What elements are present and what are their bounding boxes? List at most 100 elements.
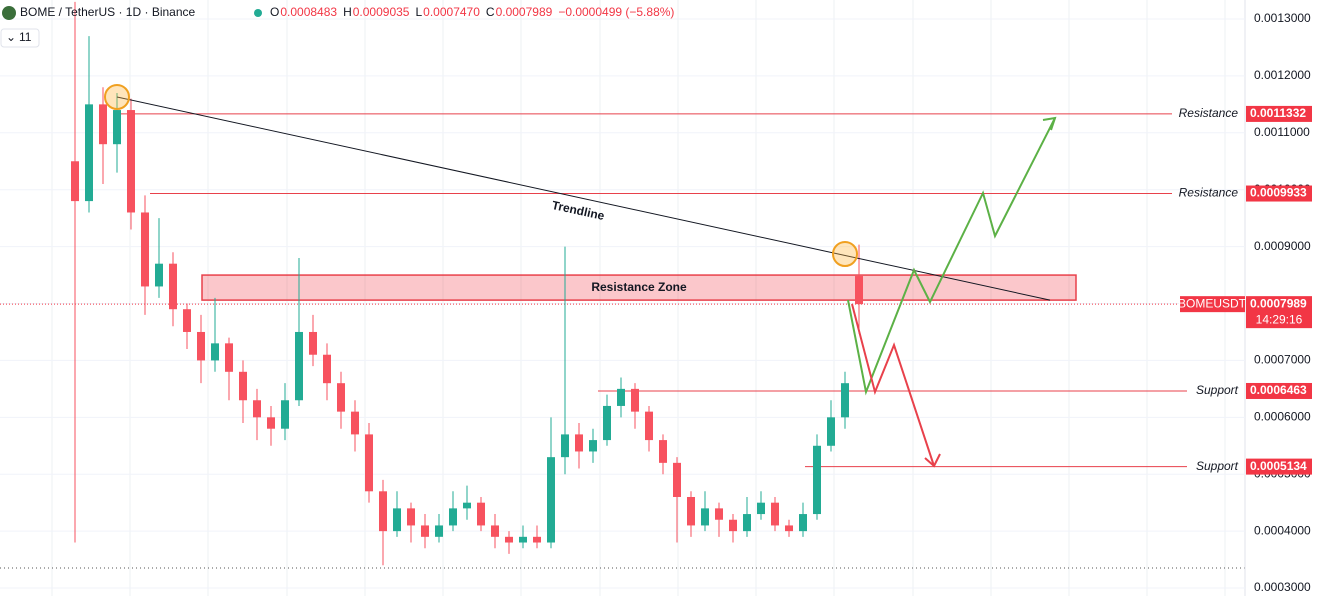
candle-body (519, 536, 527, 543)
candle-body (239, 371, 247, 401)
candle-body (645, 411, 653, 441)
candle-body (701, 508, 709, 526)
level-label: Support (1196, 459, 1239, 473)
candle-body (183, 309, 191, 332)
candle-body (155, 263, 163, 287)
candle-body (533, 536, 541, 543)
candle-body (631, 388, 639, 412)
symbol-logo (2, 6, 16, 20)
candle-body (85, 104, 93, 202)
y-tick-label: 0.0007000 (1254, 353, 1311, 367)
candle-body (337, 383, 345, 412)
arrow-head (924, 453, 941, 468)
candle-body (169, 263, 177, 310)
resistance-zone (201, 274, 1077, 301)
candle-body (785, 525, 793, 532)
candle-body (281, 400, 289, 429)
price-label: 0.0009933 (1250, 186, 1307, 200)
touch-point (104, 84, 130, 110)
candle-body (407, 508, 415, 526)
candle-body (617, 388, 625, 406)
price-label-box (1246, 296, 1312, 329)
symbol-box (1180, 296, 1245, 313)
candle-body (211, 343, 219, 361)
bullish-projection (847, 117, 1056, 396)
candle-body (393, 508, 401, 532)
candle-body (421, 525, 429, 537)
candle-body (715, 508, 723, 520)
price-label: 0.0005134 (1250, 459, 1307, 473)
ohlc-value: 0.0007470 (423, 5, 480, 19)
candle-body (253, 400, 261, 418)
price-label: 0.0006463 (1250, 383, 1307, 397)
y-tick-label: 0.0012000 (1254, 68, 1311, 82)
status-dot (254, 9, 262, 17)
symbol-label: BOMEUSDT (1178, 296, 1247, 310)
price-label-box (1246, 185, 1312, 202)
y-tick-label: 0.0009000 (1254, 239, 1311, 253)
candle-body (309, 331, 317, 355)
candle-body (267, 417, 275, 429)
candle-body (295, 331, 303, 401)
candle-body (435, 525, 443, 537)
indicator-count: 11 (19, 30, 32, 44)
candle-body (659, 440, 667, 463)
candle-body (813, 445, 821, 515)
symbol-title: BOME / TetherUS · 1D · Binance (20, 5, 196, 19)
y-tick-label: 0.0011000 (1254, 125, 1310, 139)
candle-body (365, 434, 373, 492)
candle-body (141, 212, 149, 287)
change: −0.0000499 (−5.88%) (558, 5, 674, 19)
vertical-grid (51, 0, 1226, 596)
bearish-projection (851, 303, 935, 467)
y-tick-label: 0.0013000 (1254, 11, 1311, 25)
ohlc-value: 0.0008483 (280, 5, 337, 19)
level-label: Resistance (1179, 186, 1239, 200)
ohlc-label: C (486, 5, 495, 19)
price-label-box (1246, 458, 1312, 475)
candle-body (449, 508, 457, 526)
candle-body (757, 502, 765, 515)
arrow-head (1042, 116, 1057, 131)
candle-body (743, 514, 751, 532)
zone-label: Resistance Zone (591, 280, 687, 294)
candle-body (855, 276, 863, 305)
price-label: 0.0011332 (1250, 106, 1306, 120)
ohlc-label: H (343, 5, 352, 19)
ohlc-value: 0.0007989 (496, 5, 553, 19)
candle-body (603, 405, 611, 441)
level-label: Resistance (1179, 106, 1239, 120)
header: BOME / TetherUS · 1D · Binance O 0.000848… (0, 5, 674, 48)
trendline (116, 96, 1051, 301)
candle-body (827, 417, 835, 446)
candle-body (547, 457, 555, 543)
candle-body (225, 343, 233, 372)
candle-body (351, 411, 359, 435)
candle-body (771, 502, 779, 526)
chevron: ⌄ (6, 30, 16, 44)
candle-body (113, 110, 121, 145)
candle-body (561, 434, 569, 458)
candle-body (491, 525, 499, 537)
y-tick-label: 0.0004000 (1254, 523, 1311, 537)
candle-body (127, 110, 135, 213)
indicator-toggle[interactable] (0, 28, 40, 48)
candle-body (673, 462, 681, 497)
candle-body (477, 502, 485, 526)
candle-body (463, 502, 471, 509)
price-label-box (1246, 382, 1312, 399)
y-tick-label: 0.0006000 (1254, 409, 1311, 423)
ohlc-value: 0.0009035 (353, 5, 410, 19)
ohlc-label: L (415, 5, 422, 19)
candle-body (323, 354, 331, 384)
price-label: 0.0007989 (1250, 296, 1307, 310)
y-tick-label: 0.0003000 (1254, 580, 1311, 594)
candle-body (505, 536, 513, 543)
candle-body (799, 514, 807, 532)
candle-body (575, 434, 583, 452)
candle-body (729, 519, 737, 532)
candle-body (379, 491, 387, 532)
candle-body (71, 161, 79, 202)
